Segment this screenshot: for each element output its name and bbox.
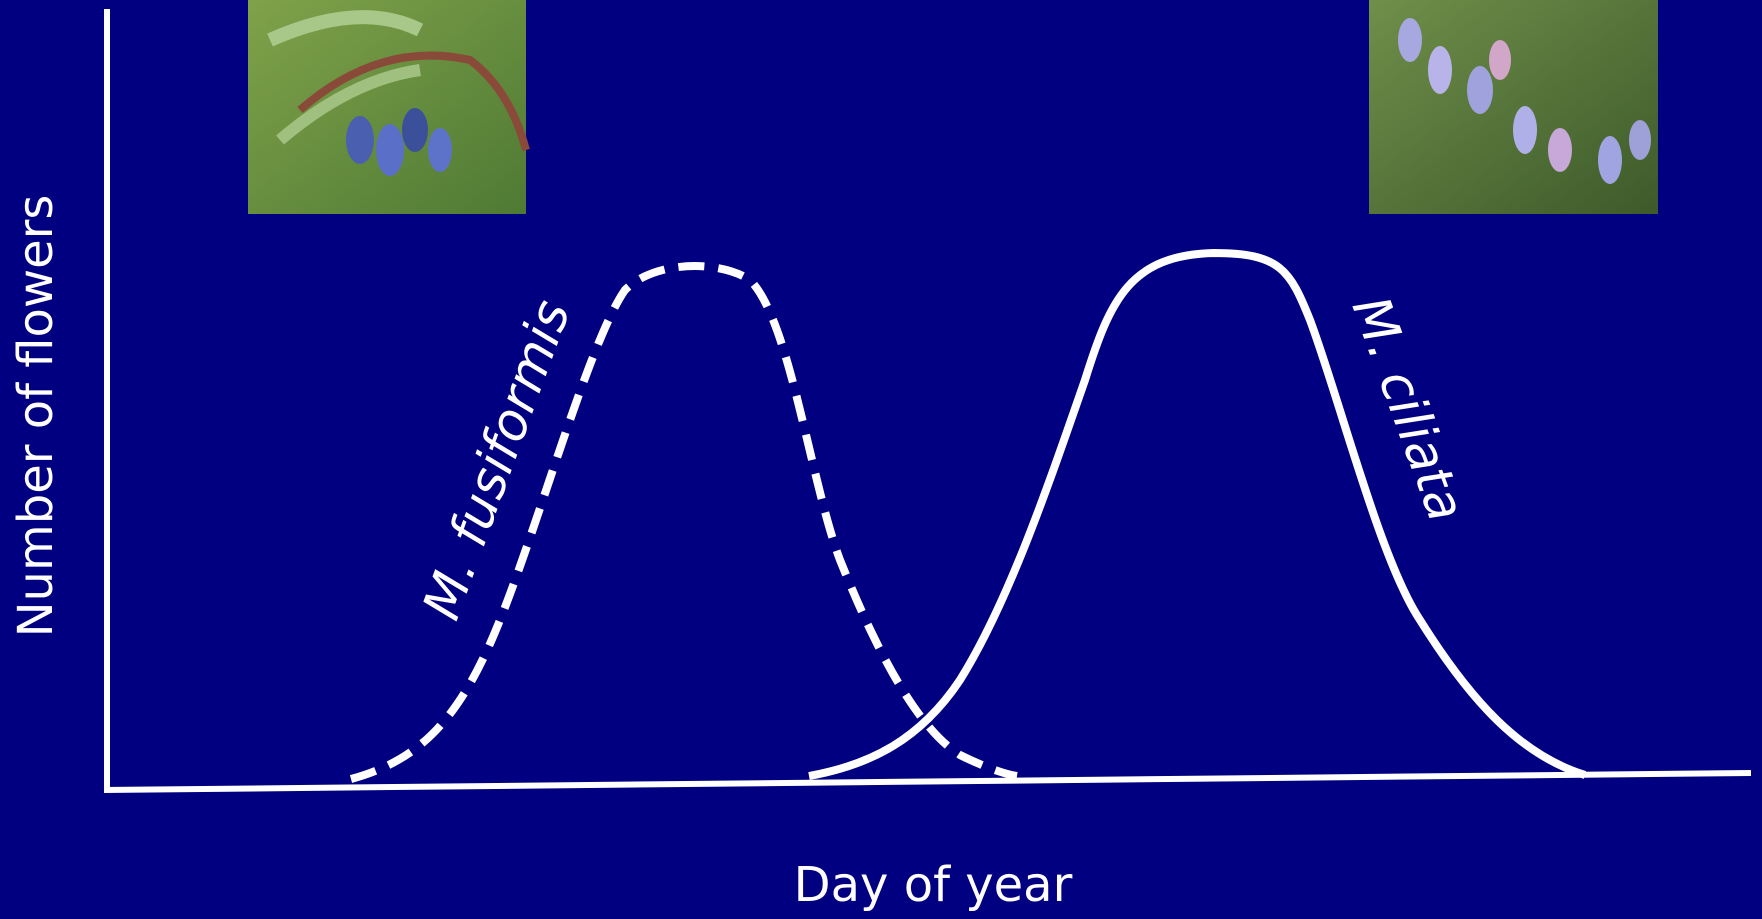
y-axis-label: Number of flowers: [8, 195, 64, 638]
photo-ciliata: [1369, 0, 1658, 214]
slide: Number of flowers Day of year M. fusifor…: [0, 0, 1762, 919]
x-axis-label: Day of year: [794, 857, 1073, 913]
photo-fusiformis: [248, 0, 526, 214]
